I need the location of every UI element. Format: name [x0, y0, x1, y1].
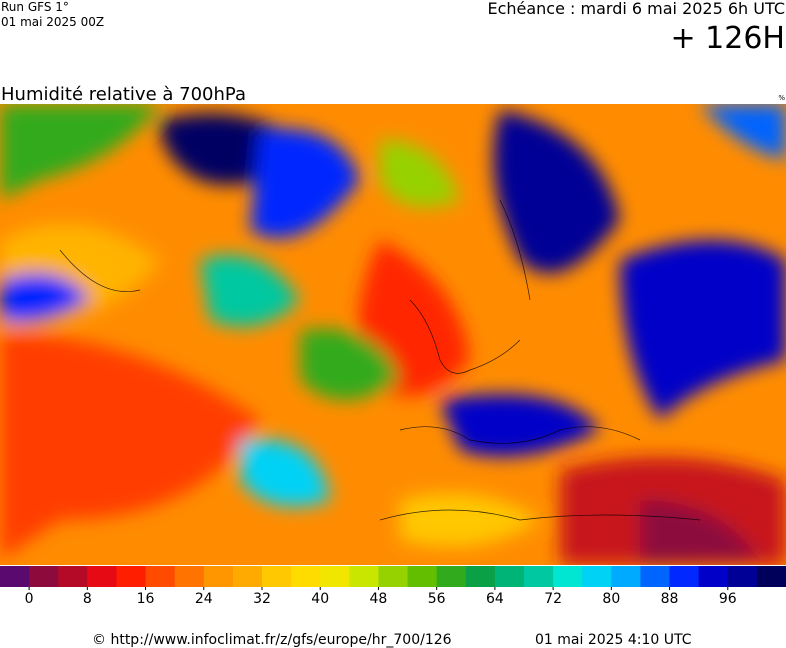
legend-tick-label: 24 [195, 591, 213, 607]
legend-tick-label: 16 [137, 591, 155, 607]
legend-swatch [611, 566, 641, 587]
legend-swatch [640, 566, 671, 587]
legend-tick-label: 88 [661, 591, 679, 607]
legend-swatch [58, 566, 88, 587]
legend-tick-label: 8 [83, 591, 92, 607]
legend-swatch [378, 566, 409, 587]
legend-swatch [203, 566, 234, 587]
legend-swatch [524, 566, 554, 587]
legend-swatch [174, 566, 205, 587]
legend-swatch [232, 566, 263, 587]
map-title: Humidité relative à 700hPa [1, 84, 246, 105]
legend-swatch [145, 566, 176, 587]
legend-swatch [0, 566, 30, 587]
legend-swatch [698, 566, 729, 587]
valid-time: Echéance : mardi 6 mai 2025 6h UTC [487, 0, 785, 18]
legend-swatch [494, 566, 525, 587]
legend-swatch [349, 566, 379, 587]
legend-swatch [465, 566, 496, 587]
legend-swatch [553, 566, 583, 587]
legend-tick-label: 80 [602, 591, 620, 607]
humidity-field [0, 104, 786, 565]
legend-swatch [756, 566, 786, 587]
legend-swatch [669, 566, 700, 587]
legend-swatch [262, 566, 292, 587]
legend-swatch [727, 566, 758, 587]
legend-tick-label: 96 [719, 591, 737, 607]
run-date: 01 mai 2025 00Z [1, 15, 104, 29]
generated: 01 mai 2025 4:10 UTC [535, 632, 692, 648]
legend-swatch [29, 566, 59, 587]
legend-tick-label: 40 [311, 591, 329, 607]
legend-swatch [407, 566, 438, 587]
unit: % [778, 94, 785, 102]
legend-swatch [116, 566, 147, 587]
legend-tick-label: 48 [370, 591, 388, 607]
legend-tick-label: 32 [253, 591, 271, 607]
legend-swatch [320, 566, 350, 587]
legend-tick-label: 0 [25, 591, 34, 607]
lead-time: + 126H [671, 21, 786, 56]
legend-tick-label: 64 [486, 591, 504, 607]
source: © http://www.infoclimat.fr/z/gfs/europe/… [92, 632, 452, 648]
legend-swatch [436, 566, 467, 587]
color-legend: 0 8 16 24 32 40 48 56 64 72 80 88 96 [0, 566, 786, 607]
legend-swatch [582, 566, 612, 587]
legend-tick-label: 56 [428, 591, 446, 607]
legend-swatch [87, 566, 117, 587]
run-label: Run GFS 1° [1, 0, 69, 14]
legend-swatch [291, 566, 321, 587]
legend-tick-label: 72 [544, 591, 562, 607]
